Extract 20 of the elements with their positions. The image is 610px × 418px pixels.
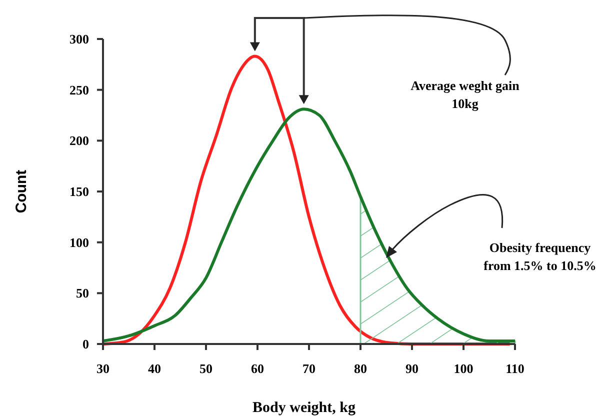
x-axis-title: Body weight, kg — [252, 400, 356, 416]
y-tick-label: 200 — [70, 133, 89, 148]
annotation: Average weght gain 10kg — [410, 78, 520, 111]
x-tick-label: 50 — [200, 361, 212, 376]
y-tick-label: 0 — [82, 336, 89, 352]
x-tick-label: 100 — [454, 361, 474, 376]
x-tick-label: 60 — [251, 361, 264, 376]
y-tick-label: 150 — [70, 184, 89, 200]
y-tick-label: 300 — [70, 32, 89, 47]
y-tick-label: 100 — [70, 234, 89, 250]
y-axis-title: Count — [13, 170, 30, 214]
x-tick-label: 30 — [96, 361, 110, 376]
x-tick-label: 70 — [302, 361, 316, 376]
x-tick-label: 90 — [406, 361, 418, 376]
annotation: Obesity frequency from 1.5% to 10.5% — [484, 240, 596, 273]
y-tick-label: 50 — [76, 286, 89, 301]
y-tick-label: 250 — [70, 82, 89, 98]
x-tick-label: 80 — [354, 361, 367, 376]
x-tick-label: 40 — [148, 361, 161, 376]
x-tick-label: 110 — [506, 361, 524, 376]
